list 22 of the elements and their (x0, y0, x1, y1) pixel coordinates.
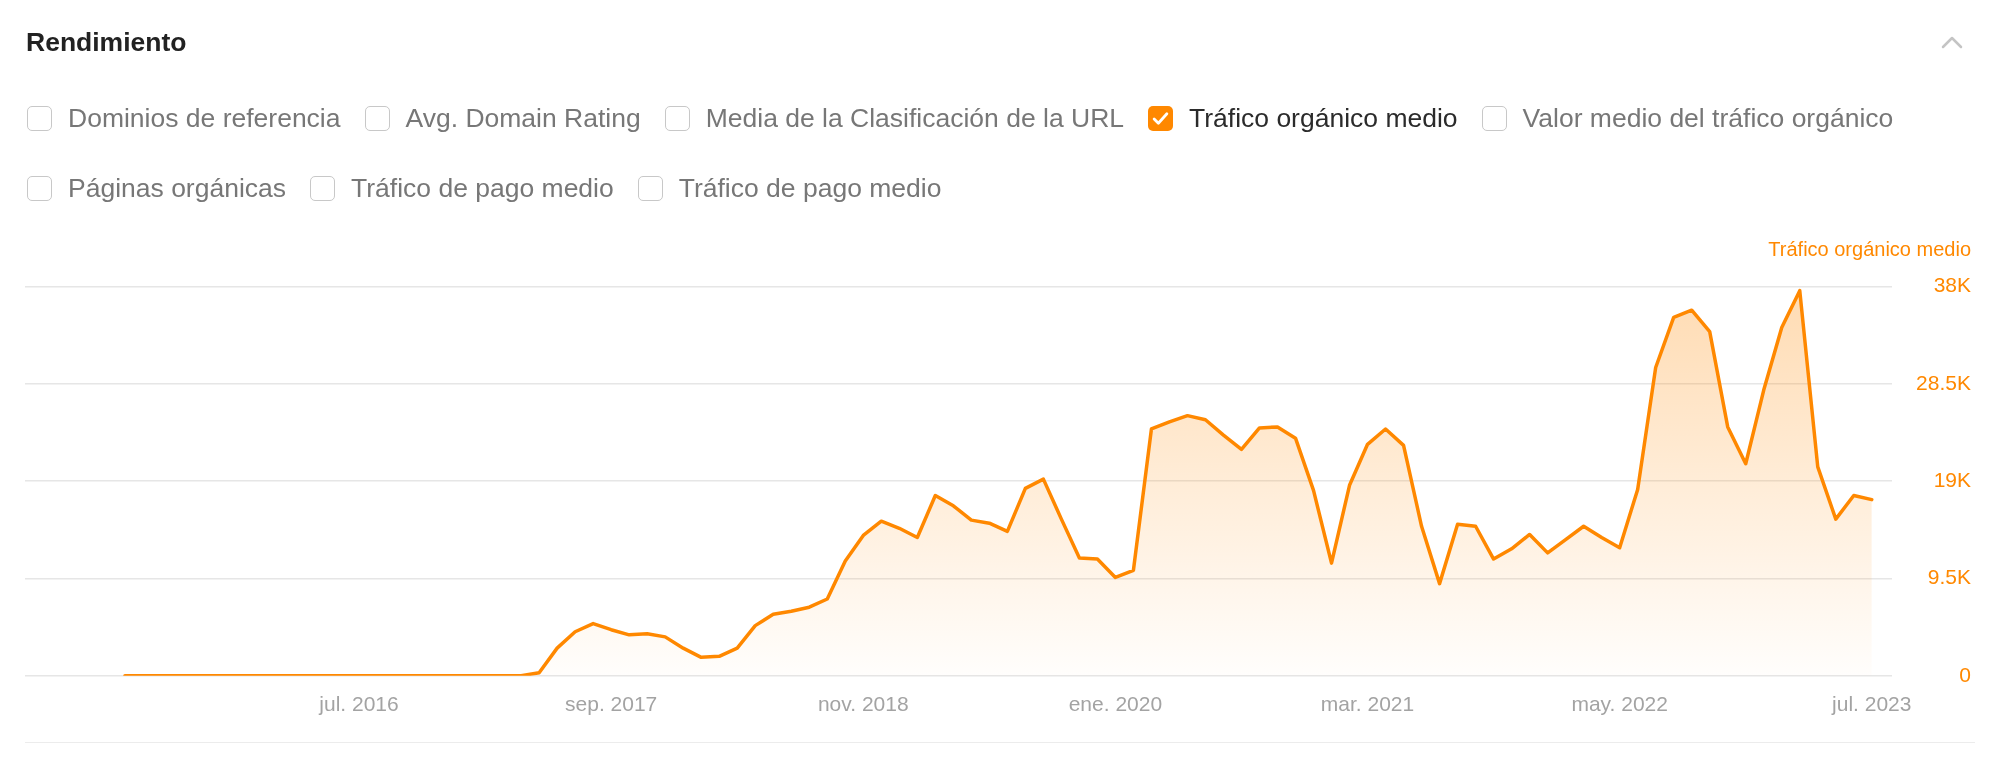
y-tick-label: 19K (1933, 468, 1971, 491)
y-tick-label: 38K (1933, 273, 1971, 297)
y-tick-label: 0 (1959, 662, 1971, 686)
x-tick-label: ene. 2020 (1068, 692, 1163, 716)
legend-label: Tráfico de pago medio (678, 172, 942, 204)
x-tick-label: may. 2022 (1571, 692, 1668, 716)
legend-label: Avg. Domain Rating (405, 102, 641, 134)
legend-label: Valor medio del tráfico orgánico (1522, 102, 1894, 134)
legend-label: Tráfico de pago medio (351, 172, 614, 204)
x-tick-label: mar. 2021 (1320, 692, 1415, 716)
legend-label: Tráfico orgánico medio (1189, 102, 1458, 134)
y-tick-label: 28.5K (1916, 370, 1971, 394)
y-axis-title: Tráfico orgánico medio (1768, 237, 1971, 261)
legend-label: Páginas orgánicas (68, 172, 287, 204)
x-tick-label: sep. 2017 (565, 692, 658, 716)
x-tick-label: nov. 2018 (817, 692, 909, 716)
legend-label: Media de la Clasificación de la URL (705, 102, 1125, 134)
chart-title: Rendimiento (26, 27, 187, 58)
x-tick-label: jul. 2016 (318, 692, 399, 716)
y-tick-label: 9.5K (1927, 565, 1971, 589)
legend-label: Dominios de referencia (68, 102, 341, 134)
x-tick-label: jul. 2023 (1831, 692, 1912, 716)
